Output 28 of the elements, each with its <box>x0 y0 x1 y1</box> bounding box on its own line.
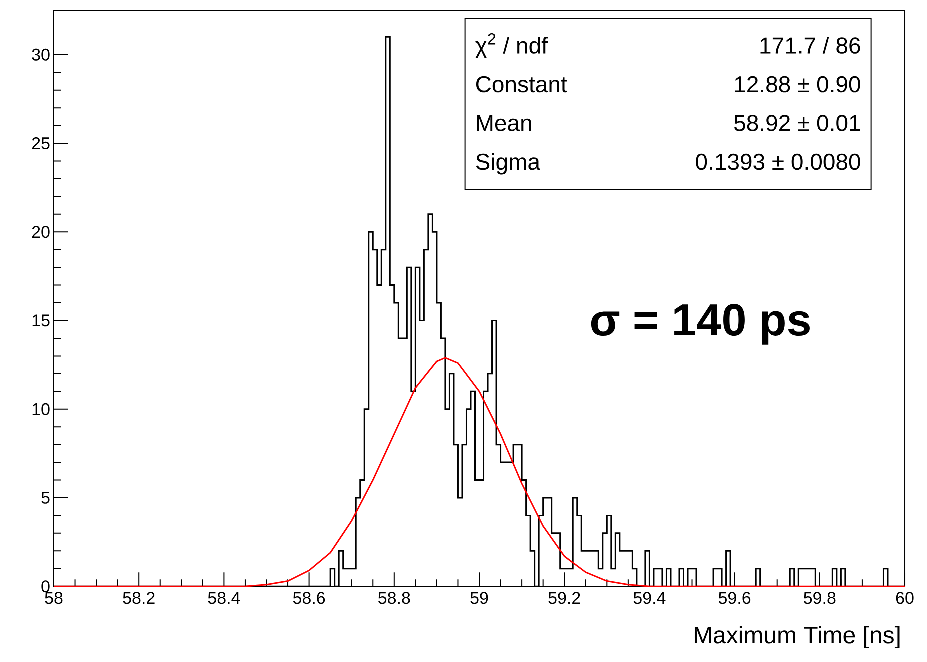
y-tick-label: 15 <box>32 314 50 327</box>
x-tick-label: 58.4 <box>208 592 240 604</box>
x-tick-label: 59.6 <box>718 592 751 604</box>
annotation: 171.7 / 86 <box>760 37 860 54</box>
annotation: 12.88 ± 0.90 <box>735 76 860 93</box>
annotation: Constant <box>476 76 568 93</box>
annotation: 0.1393 ± 0.0080 <box>696 154 860 170</box>
x-tick-label: 58.8 <box>378 592 410 604</box>
annotation: Mean <box>477 115 532 132</box>
x-tick-label: 59.2 <box>548 592 580 604</box>
annotation: 58.92 ± 0.01 <box>734 115 860 132</box>
y-tick-label: 30 <box>32 48 50 61</box>
x-tick-label: 60 <box>896 592 914 604</box>
x-tick-label: 58.2 <box>123 592 155 604</box>
y-tick-label: 20 <box>32 226 50 238</box>
x-tick-label: 59.4 <box>634 592 666 604</box>
x-tick-label: 58.6 <box>293 592 326 604</box>
y-tick-label: 10 <box>32 403 50 416</box>
annotation: χ$^{2}$ / ndf <box>476 33 548 58</box>
y-tick-label: 0 <box>42 580 50 593</box>
y-tick-label: 25 <box>32 137 50 150</box>
y-tick-label: 5 <box>42 492 50 504</box>
x-tick-label: 59 <box>470 592 488 604</box>
x-tick-label: 59.8 <box>804 592 836 604</box>
x-tick-label: 58 <box>45 592 63 604</box>
annotation: Sigma <box>476 153 541 175</box>
annotation: σ = 140 ps <box>591 304 810 345</box>
x-axis-title: Maximum Time [ns] <box>694 626 900 648</box>
